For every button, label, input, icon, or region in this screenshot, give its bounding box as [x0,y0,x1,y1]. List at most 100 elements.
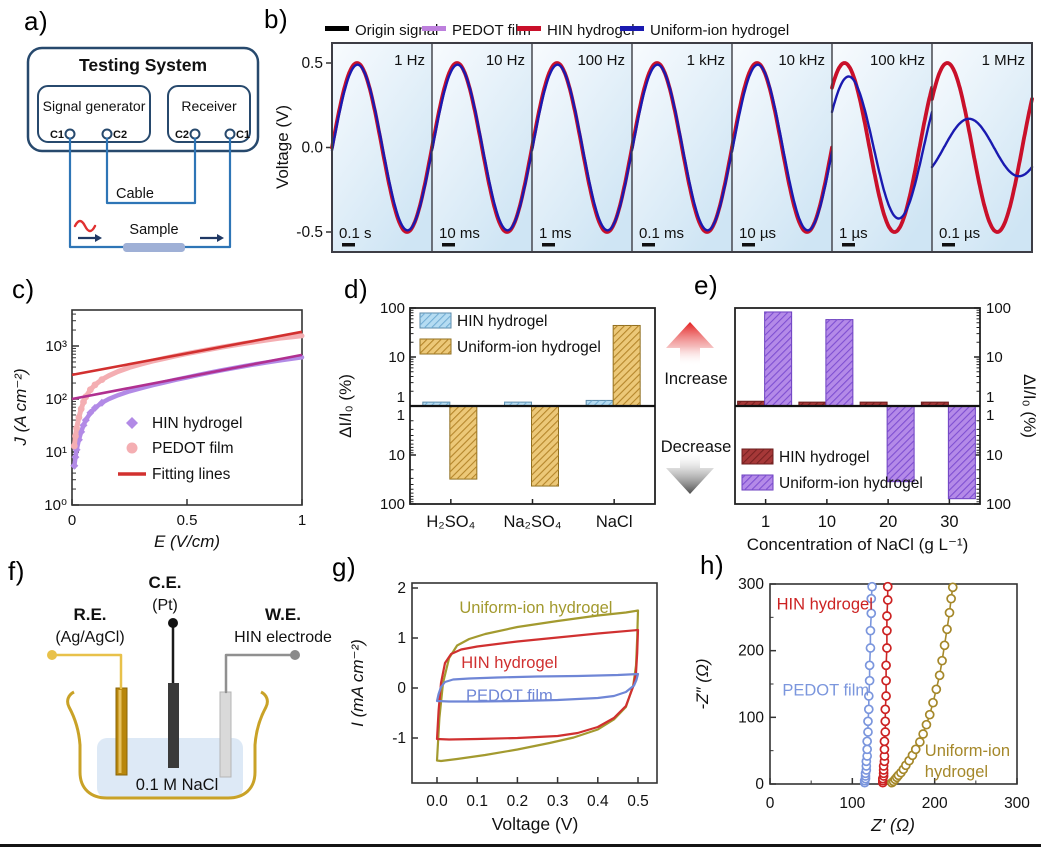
panel-a-testing-system-diagram: Testing System Signal generator Receiver C1… [26,46,260,252]
scalebar-tick [342,243,355,247]
decrease-arrow-icon [666,450,714,494]
d-category: NaCl [596,513,633,531]
scalebar-tick [842,243,855,247]
c-legend-label: PEDOT film [152,440,234,457]
g-xtick: 0.0 [426,793,448,810]
panel-label-d: d) [344,274,369,304]
ac-signal-icon [73,219,97,233]
h-ytick: 200 [738,643,764,660]
g-series-label: PEDOT film [466,687,553,705]
port-label: C2 [113,129,127,141]
frequency-label: 10 kHz [778,52,825,69]
scalebar-tick [642,243,655,247]
d-ytick: 1 [397,407,405,424]
h-series-label: PEDOT film [782,681,869,699]
panel-d-chemical-response-bar-chart: 11 10 10 100 100 H₂SO₄ Na₂SO₄ NaCl HIN hydrogel U… [336,300,656,531]
c-legend-label: HIN hydrogel [152,415,242,432]
port-label: C1 [236,129,250,141]
h-ylabel: -Z″ (Ω) [693,658,712,709]
increase-arrow-icon [666,322,714,366]
e-ytick: 10 [986,447,1003,464]
e-category: 30 [940,513,958,531]
sample-label: Sample [129,222,178,238]
ce-title: C.E. [148,573,181,592]
h-ytick: 0 [755,776,764,793]
g-ytick: 2 [397,580,406,597]
frequency-label: 100 Hz [577,52,625,69]
panel-label-h: h) [700,550,725,580]
signal-generator-label: Signal generator [43,98,146,114]
g-xtick: 0.4 [587,793,609,810]
g-ylabel: I (mA cm⁻²) [348,639,367,727]
legend-swatch [422,26,446,31]
d-ytick: 100 [380,300,405,317]
h-xtick: 0 [766,795,775,812]
e-ylabel: ΔI/I₀ (%) [1020,374,1039,438]
h-ytick: 300 [738,576,764,593]
panel-label-c: c) [12,274,35,304]
receiver-label: Receiver [181,98,237,114]
g-xtick: 0.5 [627,793,649,810]
scalebar-label: 0.1 s [339,225,372,242]
ce-electrode [168,683,179,768]
h-xtick: 200 [922,795,948,812]
ce-subtitle: (Pt) [152,597,178,614]
panel-f-electrochemical-cell-diagram: R.E. (Ag/AgCl) C.E. (Pt) W.E. HIN electrode 0.… [47,573,332,800]
legend-swatch [620,26,644,31]
panel-label-f: f) [8,556,25,586]
e-xlabel: Concentration of NaCl (g L⁻¹) [747,535,969,554]
b-ytick: 0.0 [301,140,323,157]
re-subtitle: (Ag/AgCl) [55,629,124,646]
frequency-label: 1 kHz [687,52,725,69]
scalebar-tick [542,243,555,247]
h-series-label: HIN hydrogel [777,595,873,613]
h-series-label: Uniform-ion [925,742,1010,760]
frequency-label: 10 Hz [486,52,525,69]
legend-label: PEDOT film [452,22,531,39]
port-label: C2 [175,129,189,141]
b-ytick: -0.5 [296,224,323,241]
e-ytick: 1 [986,407,994,424]
legend-swatch [517,26,541,31]
e-ytick: 1 [986,389,994,406]
panel-b-voltage-waveform-chart: Origin signal PEDOT film HIN hydrogel Unifo… [273,22,1034,253]
c-ytick: 10³ [45,338,67,355]
panel-label-a: a) [24,6,49,36]
g-xtick: 0.3 [547,793,569,810]
c-xtick: 1 [298,512,306,529]
d-ytick: 100 [380,496,405,513]
panel-label-e: e) [694,270,719,300]
scalebar-tick [742,243,755,247]
scalebar-label: 1 µs [839,225,868,242]
panel-label-b: b) [264,4,289,34]
we-subtitle: HIN electrode [234,629,332,646]
g-ytick: 1 [397,630,406,647]
legend-label: Origin signal [355,22,438,39]
b-ylabel: Voltage (V) [273,105,292,189]
beaker-outline [66,690,269,800]
testing-system-title: Testing System [79,55,207,75]
increase-decrease-arrows [666,322,714,494]
d-ytick: 10 [388,349,405,366]
panel-label-g: g) [332,552,357,582]
c-ytick: 10⁰ [44,497,67,514]
we-electrode [219,691,232,778]
solution-label: 0.1 M NaCl [136,776,219,794]
h-xtick: 100 [839,795,865,812]
b-ytick: 0.5 [301,55,323,72]
port-label: C1 [50,129,64,141]
d-legend-label: HIN hydrogel [457,313,547,330]
c-ytick: 10² [45,391,67,408]
g-xtick: 0.2 [507,793,529,810]
panel-c-current-density-chart: 10⁰ 10¹ 10² 10³ 0 0.5 1 E (V/cm) J (A cm⁻²) HIN h… [11,309,306,551]
d-legend-label: Uniform-ion hydrogel [457,339,601,356]
legend-swatch [325,26,349,31]
d-ytick: 1 [397,389,405,406]
c-xtick: 0.5 [177,512,198,529]
panel-g-cv-chart: 0.0 0.1 0.2 0.3 0.4 0.5 2 1 0 -1 Uniform-ion hydro… [348,580,658,834]
e-ytick: 10 [986,349,1003,366]
g-series-label: Uniform-ion hydrogel [459,599,612,617]
scalebar-tick [942,243,955,247]
d-category: H₂SO₄ [426,513,475,531]
